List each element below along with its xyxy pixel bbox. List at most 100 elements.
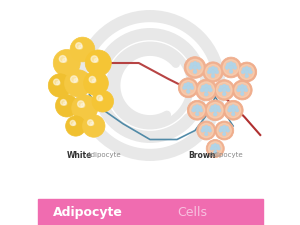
Circle shape (242, 68, 246, 71)
Circle shape (70, 76, 77, 83)
Circle shape (225, 66, 229, 69)
Circle shape (223, 60, 239, 75)
Circle shape (232, 105, 235, 108)
Circle shape (215, 70, 219, 74)
Circle shape (207, 70, 211, 74)
Circle shape (183, 86, 186, 90)
Circle shape (91, 56, 98, 62)
Circle shape (189, 65, 193, 70)
Circle shape (198, 106, 202, 109)
Circle shape (72, 95, 98, 121)
Circle shape (244, 88, 248, 92)
Circle shape (84, 71, 108, 96)
Circle shape (207, 126, 211, 130)
Circle shape (56, 81, 60, 85)
Circle shape (229, 62, 233, 65)
Circle shape (217, 82, 232, 98)
Circle shape (59, 56, 66, 62)
Circle shape (235, 108, 239, 112)
Circle shape (73, 122, 76, 126)
Circle shape (234, 106, 238, 109)
Circle shape (233, 66, 237, 69)
Circle shape (79, 45, 83, 49)
Circle shape (215, 121, 234, 140)
Circle shape (203, 62, 223, 82)
Circle shape (229, 106, 232, 109)
Circle shape (81, 104, 85, 107)
Circle shape (248, 68, 251, 71)
Circle shape (243, 86, 247, 89)
Circle shape (223, 125, 226, 129)
Circle shape (193, 61, 197, 65)
Circle shape (209, 108, 213, 112)
Circle shape (196, 79, 217, 101)
Circle shape (190, 63, 194, 67)
Circle shape (235, 83, 250, 97)
Circle shape (211, 66, 215, 70)
Circle shape (193, 106, 196, 109)
Circle shape (208, 68, 212, 71)
Circle shape (94, 58, 98, 62)
Circle shape (187, 59, 203, 76)
Circle shape (218, 88, 222, 92)
Circle shape (245, 70, 249, 74)
Circle shape (190, 86, 194, 90)
Circle shape (216, 144, 219, 148)
Circle shape (201, 85, 205, 89)
Circle shape (196, 105, 199, 108)
Circle shape (214, 144, 217, 147)
Circle shape (214, 80, 235, 100)
Circle shape (245, 74, 248, 78)
Circle shape (232, 112, 235, 116)
Circle shape (237, 88, 240, 92)
Circle shape (186, 86, 190, 90)
Circle shape (66, 116, 86, 136)
Circle shape (92, 90, 113, 112)
Circle shape (197, 121, 216, 140)
Circle shape (232, 80, 252, 100)
Circle shape (213, 108, 217, 112)
Circle shape (222, 84, 226, 88)
Circle shape (214, 68, 217, 71)
Circle shape (217, 123, 231, 138)
Circle shape (187, 100, 207, 120)
Circle shape (238, 86, 242, 89)
Circle shape (53, 50, 80, 76)
Text: Adipocyte: Adipocyte (208, 153, 243, 158)
Circle shape (199, 123, 213, 138)
Circle shape (225, 126, 229, 130)
Circle shape (92, 79, 96, 83)
Circle shape (48, 74, 72, 97)
Circle shape (196, 112, 199, 116)
Circle shape (100, 97, 103, 101)
Circle shape (189, 83, 193, 87)
Text: Adipocyte: Adipocyte (53, 206, 123, 219)
Circle shape (221, 57, 242, 78)
Circle shape (85, 50, 111, 76)
Circle shape (61, 99, 66, 105)
Text: Cells: Cells (177, 206, 207, 219)
Circle shape (184, 83, 188, 87)
Circle shape (228, 108, 231, 112)
Circle shape (200, 88, 204, 92)
Circle shape (90, 122, 94, 126)
Circle shape (222, 92, 226, 96)
Circle shape (205, 132, 208, 136)
Circle shape (78, 101, 84, 107)
Circle shape (223, 132, 226, 136)
Circle shape (211, 144, 214, 148)
Circle shape (240, 88, 244, 92)
Circle shape (97, 95, 102, 101)
Circle shape (219, 129, 222, 132)
Circle shape (76, 43, 82, 49)
Circle shape (229, 65, 233, 70)
Circle shape (70, 120, 75, 126)
Text: White: White (67, 151, 92, 160)
Circle shape (208, 142, 222, 155)
Circle shape (249, 70, 252, 74)
Circle shape (74, 79, 78, 83)
Circle shape (63, 102, 67, 105)
Circle shape (211, 106, 214, 109)
Circle shape (237, 62, 256, 82)
Circle shape (204, 92, 208, 96)
